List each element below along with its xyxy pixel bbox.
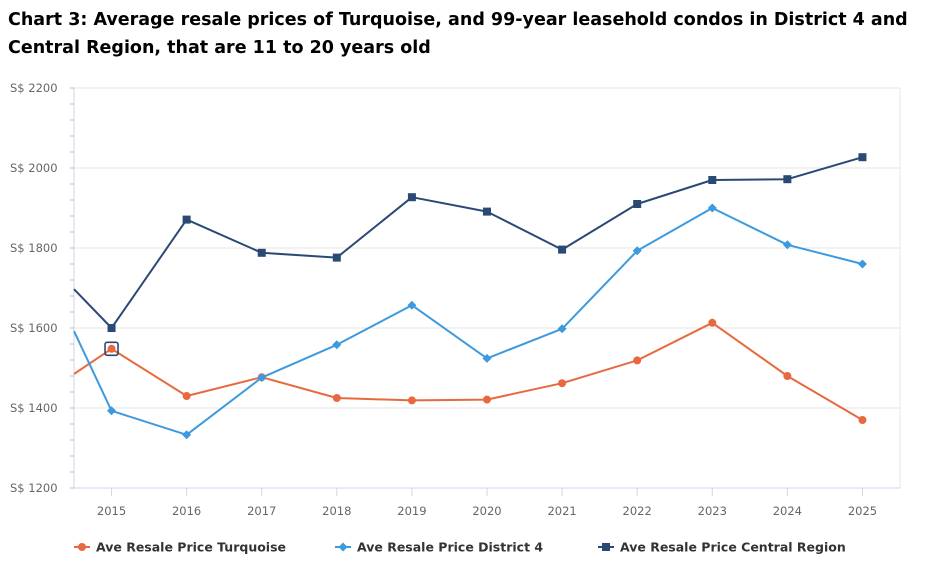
y-tick-label: S$ 1400: [10, 401, 58, 415]
data-point: [407, 300, 417, 310]
data-point: [783, 372, 792, 380]
series-line: [73, 207, 863, 436]
legend-label: Ave Resale Price Central Region: [620, 540, 846, 555]
legend-item: Ave Resale Price District 4: [335, 540, 543, 555]
data-point: [782, 240, 792, 250]
y-tick-label: S$ 2200: [10, 81, 58, 95]
x-tick-label: 2016: [172, 504, 201, 518]
data-point: [858, 416, 867, 424]
series-square: [73, 153, 867, 332]
x-tick-label: 2023: [698, 504, 727, 518]
x-tick-label: 2020: [472, 504, 501, 518]
series-circle: [73, 318, 867, 424]
data-point: [332, 253, 341, 262]
data-point: [483, 207, 491, 216]
data-point: [602, 543, 610, 551]
data-point: [407, 193, 416, 202]
data-point: [558, 245, 567, 254]
data-point: [632, 246, 642, 256]
x-tick-label: 2015: [97, 504, 126, 518]
legend-label: Ave Resale Price District 4: [357, 540, 543, 555]
data-point: [78, 543, 86, 551]
data-point: [257, 248, 266, 257]
data-point: [182, 392, 191, 400]
x-tick-label: 2021: [547, 504, 576, 518]
highlight-marker: [104, 341, 119, 357]
chart-title: Chart 3: Average resale prices of Turquo…: [8, 10, 908, 58]
legend-label: Ave Resale Price Turquoise: [96, 540, 286, 555]
data-point: [182, 430, 192, 440]
data-point: [107, 344, 116, 353]
data-point: [338, 542, 348, 552]
data-point: [707, 203, 717, 213]
series-line: [73, 321, 863, 421]
x-tick-label: 2018: [322, 504, 351, 518]
axes: S$ 1200 S$ 1400 S$ 1600 S$ 1800 S$ 2000 S$ 22…: [10, 81, 900, 518]
x-tick-label: 2019: [397, 504, 426, 518]
data-point: [633, 200, 642, 208]
data-point: [483, 395, 491, 404]
y-tick-label: S$ 2000: [10, 161, 58, 175]
data-point: [708, 318, 717, 327]
series-lines: [73, 153, 867, 440]
data-point: [107, 324, 116, 332]
data-point: [332, 340, 342, 350]
data-point: [407, 396, 416, 405]
data-point: [182, 215, 191, 224]
data-point: [332, 394, 341, 402]
data-point: [557, 324, 567, 334]
x-tick-label: 2022: [623, 504, 652, 518]
legend: Ave Resale Price Turquoise Ave Resale Pri…: [74, 540, 846, 555]
data-point: [558, 379, 567, 388]
y-tick-label: S$ 1800: [10, 241, 58, 255]
x-tick-label: 2017: [247, 504, 276, 518]
data-point: [107, 406, 117, 416]
y-tick-label: S$ 1200: [10, 481, 58, 495]
data-point: [633, 356, 642, 365]
legend-item: Ave Resale Price Turquoise: [74, 540, 286, 555]
legend-item: Ave Resale Price Central Region: [598, 540, 846, 555]
data-point: [857, 259, 867, 269]
data-point: [858, 153, 867, 162]
series-diamond: [73, 203, 867, 440]
grid-lines: [74, 87, 901, 489]
x-tick-label: 2024: [773, 504, 802, 518]
series-line: [73, 156, 863, 329]
y-tick-label: S$ 1600: [10, 321, 58, 335]
data-point: [482, 353, 492, 363]
x-tick-label: 2025: [848, 504, 877, 518]
data-point: [708, 176, 717, 184]
data-point: [783, 175, 792, 184]
data-point: [257, 373, 267, 383]
